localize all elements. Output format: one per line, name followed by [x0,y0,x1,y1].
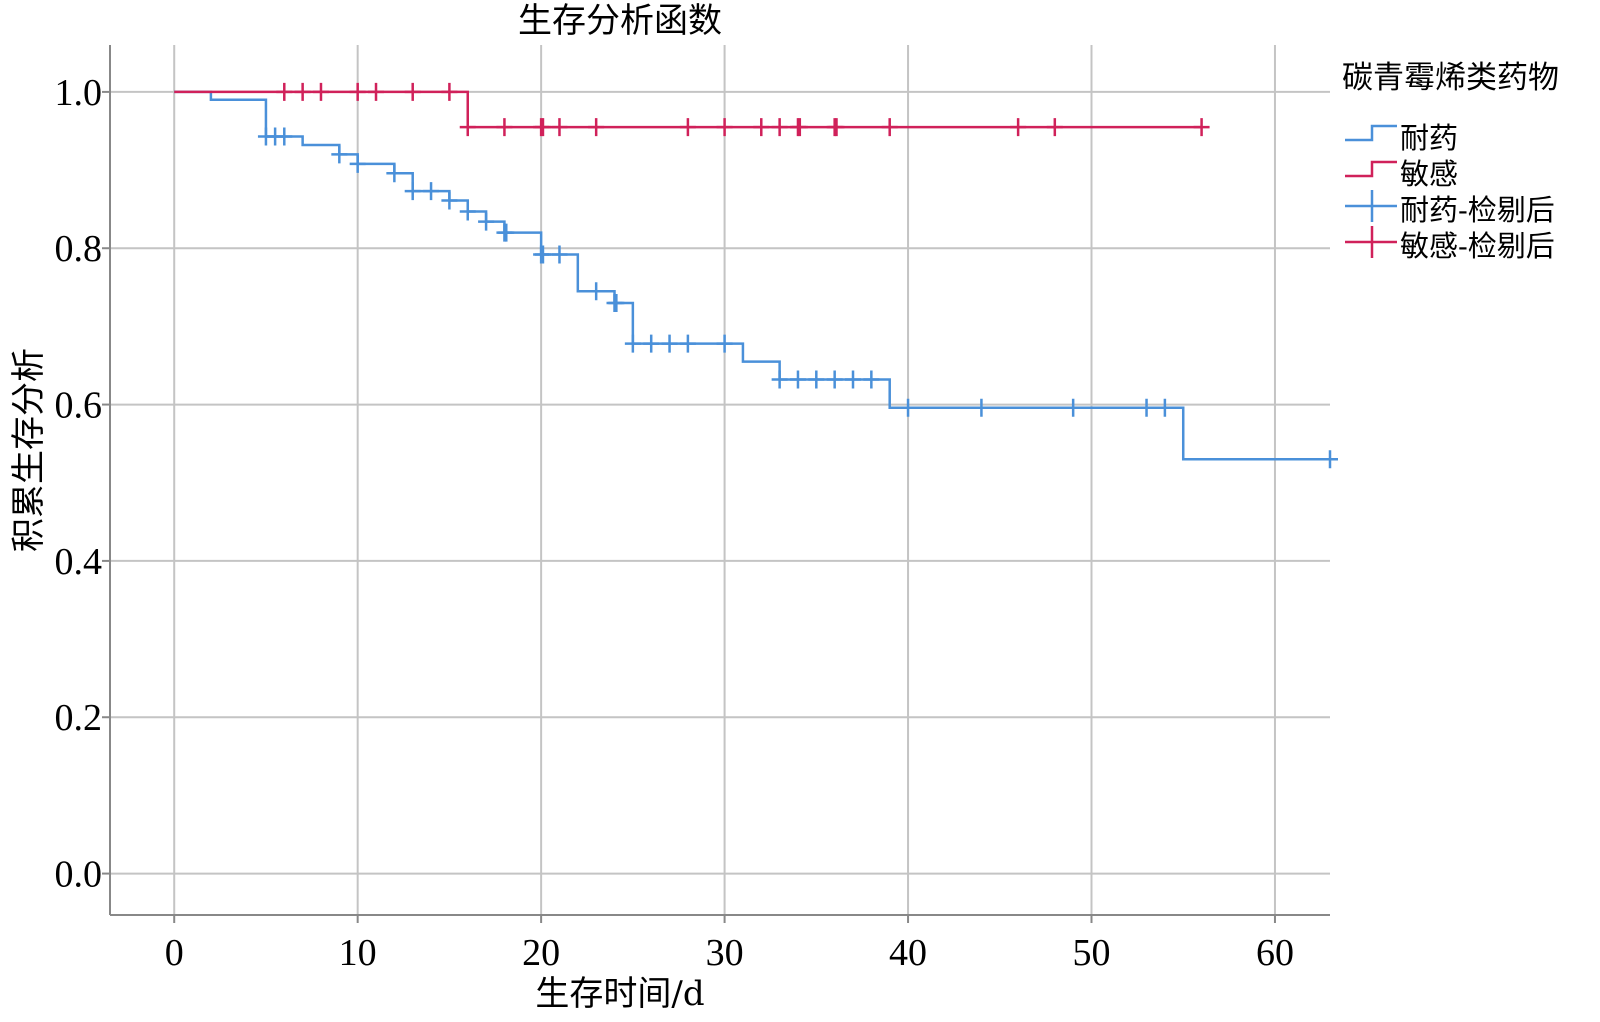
censor-mark [973,398,990,417]
censor-mark [404,82,421,101]
censor-mark [368,82,385,101]
censor-mark [771,118,788,137]
censor-mark [789,370,806,389]
censor-mark [828,118,845,137]
y-tick-label: 0.6 [55,385,103,427]
y-tick-label: 0.4 [55,541,103,583]
y-axis-title: 积累生存分析 [9,348,49,552]
grid [110,45,1330,915]
censor-mark [459,118,476,137]
censor-mark [808,370,825,389]
censor-mark [608,293,625,312]
censor-mark [441,82,458,101]
x-axis-title: 生存时间/d [535,974,704,1014]
censor-mark [331,145,348,164]
censor-mark [1046,118,1063,137]
censor-mark [1156,398,1173,417]
legend-entry: 敏感 [1345,157,1458,191]
x-tick-label: 30 [706,932,744,974]
censor-mark [496,118,513,137]
censor-mark [276,127,293,146]
censor-mark [716,334,733,353]
legend-label: 敏感-检剔后 [1400,229,1555,263]
x-tick-label: 0 [165,932,184,974]
censor-mark [753,118,770,137]
censor-mark [386,164,403,183]
legend-entry: 耐药-检剔后 [1345,190,1555,227]
legend-censor-swatch [1345,226,1397,258]
legend-censor-swatch [1345,190,1397,222]
chart-title: 生存分析函数 [518,1,722,41]
censor-mark [679,334,696,353]
censor-mark [826,370,843,389]
censor-mark [771,370,788,389]
censor-mark [551,118,568,137]
censor-mark [441,191,458,210]
censor-mark [791,118,808,137]
series-layer [174,82,1338,469]
censor-mark [881,118,898,137]
censor-mark [459,202,476,221]
censor-mark [900,398,917,417]
x-tick-label: 20 [522,932,560,974]
legend-title: 碳青霉烯类药物 [1342,60,1559,96]
x-tick-label: 10 [339,932,377,974]
censor-mark [404,182,421,201]
x-tick-label: 60 [1256,932,1294,974]
y-tick-label: 0.8 [55,228,103,270]
legend-label: 耐药-检剔后 [1400,193,1555,227]
y-tick-label: 1.0 [55,72,103,114]
censor-mark [312,82,329,101]
censor-mark [845,370,862,389]
legend-label: 敏感 [1400,157,1458,191]
censor-mark [1322,450,1338,469]
censor-mark [716,118,733,137]
censor-mark [588,282,605,301]
censor-mark [1010,118,1027,137]
censor-mark [276,82,293,101]
censor-mark [498,223,515,242]
y-tick-label: 0.2 [55,697,103,739]
legend-line-swatch [1345,160,1397,178]
censor-mark [863,370,880,389]
censor-mark [1065,398,1082,417]
x-tick-label: 50 [1073,932,1111,974]
y-tick-label: 0.0 [55,854,103,896]
censor-mark [534,118,551,137]
series-耐药 [174,90,1338,469]
x-tick-label: 40 [889,932,927,974]
censor-mark [534,245,551,264]
axes: 0 10 20 30 40 50 60 0.0 0.2 0.4 0.6 0.8 1.0 生存分析函数生存时… [9,1,1330,1014]
censor-mark [643,334,660,353]
legend-line-swatch [1345,124,1397,142]
series-敏感 [174,82,1210,137]
censor-mark [551,245,568,264]
legend-label: 耐药 [1400,121,1458,155]
censor-mark [679,118,696,137]
censor-mark [1193,118,1210,137]
censor-mark [661,334,678,353]
censor-mark [294,82,311,101]
censor-mark [423,182,440,201]
legend-entry: 敏感-检剔后 [1345,226,1555,263]
censor-mark [349,154,366,173]
censor-mark [349,82,366,101]
censor-mark [1138,398,1155,417]
censor-mark [588,118,605,137]
censor-mark [624,334,641,353]
legend-entry: 耐药 [1345,121,1458,155]
censor-mark [478,212,495,231]
